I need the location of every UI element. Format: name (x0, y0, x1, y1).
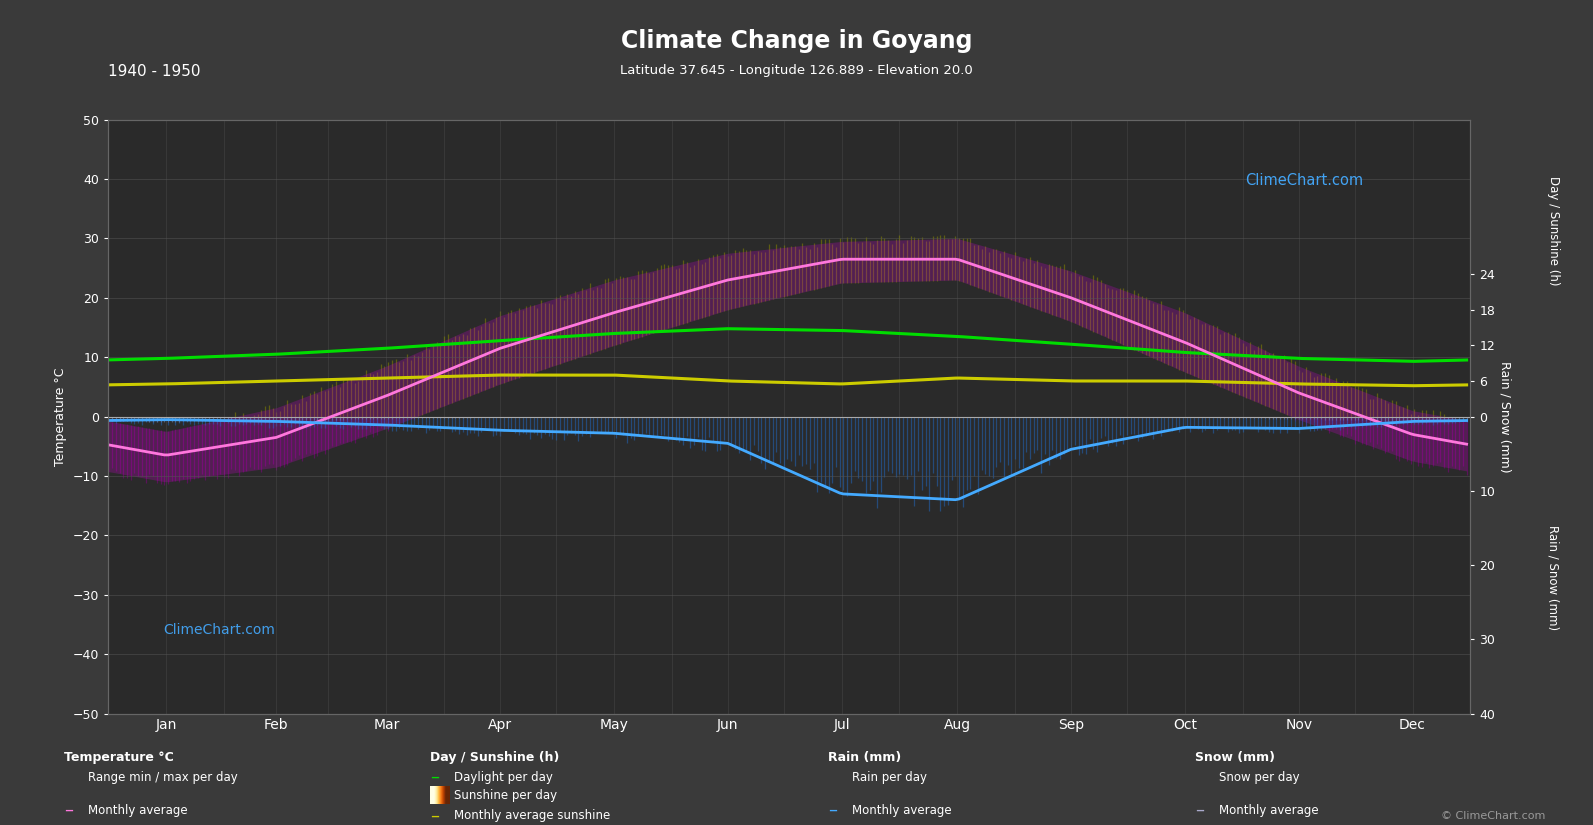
Text: ClimeChart.com: ClimeChart.com (1246, 173, 1364, 188)
Text: –: – (828, 801, 838, 819)
Text: Monthly average: Monthly average (1219, 804, 1319, 817)
Text: –: – (430, 768, 440, 786)
Text: Sunshine per day: Sunshine per day (454, 789, 558, 802)
Text: Daylight per day: Daylight per day (454, 771, 553, 784)
Text: Range min / max per day: Range min / max per day (88, 771, 237, 784)
Text: Snow (mm): Snow (mm) (1195, 751, 1274, 764)
Text: Monthly average sunshine: Monthly average sunshine (454, 809, 610, 823)
Y-axis label: Temperature °C: Temperature °C (54, 367, 67, 466)
Text: Snow per day: Snow per day (1219, 771, 1300, 784)
Text: Latitude 37.645 - Longitude 126.889 - Elevation 20.0: Latitude 37.645 - Longitude 126.889 - El… (620, 64, 973, 78)
Text: Temperature °C: Temperature °C (64, 751, 174, 764)
Text: Monthly average: Monthly average (88, 804, 188, 817)
Text: Climate Change in Goyang: Climate Change in Goyang (621, 29, 972, 53)
Text: –: – (1195, 801, 1204, 819)
Text: 1940 - 1950: 1940 - 1950 (108, 64, 201, 79)
Text: –: – (430, 807, 440, 825)
Text: ClimeChart.com: ClimeChart.com (162, 624, 274, 638)
Text: © ClimeChart.com: © ClimeChart.com (1440, 811, 1545, 821)
Text: Day / Sunshine (h): Day / Sunshine (h) (1547, 177, 1560, 285)
Text: Rain / Snow (mm): Rain / Snow (mm) (1547, 525, 1560, 630)
Text: Monthly average: Monthly average (852, 804, 953, 817)
Text: Rain (mm): Rain (mm) (828, 751, 902, 764)
Text: Day / Sunshine (h): Day / Sunshine (h) (430, 751, 559, 764)
Y-axis label: Rain / Snow (mm): Rain / Snow (mm) (1499, 361, 1512, 473)
Text: Rain per day: Rain per day (852, 771, 927, 784)
Text: –: – (64, 801, 73, 819)
